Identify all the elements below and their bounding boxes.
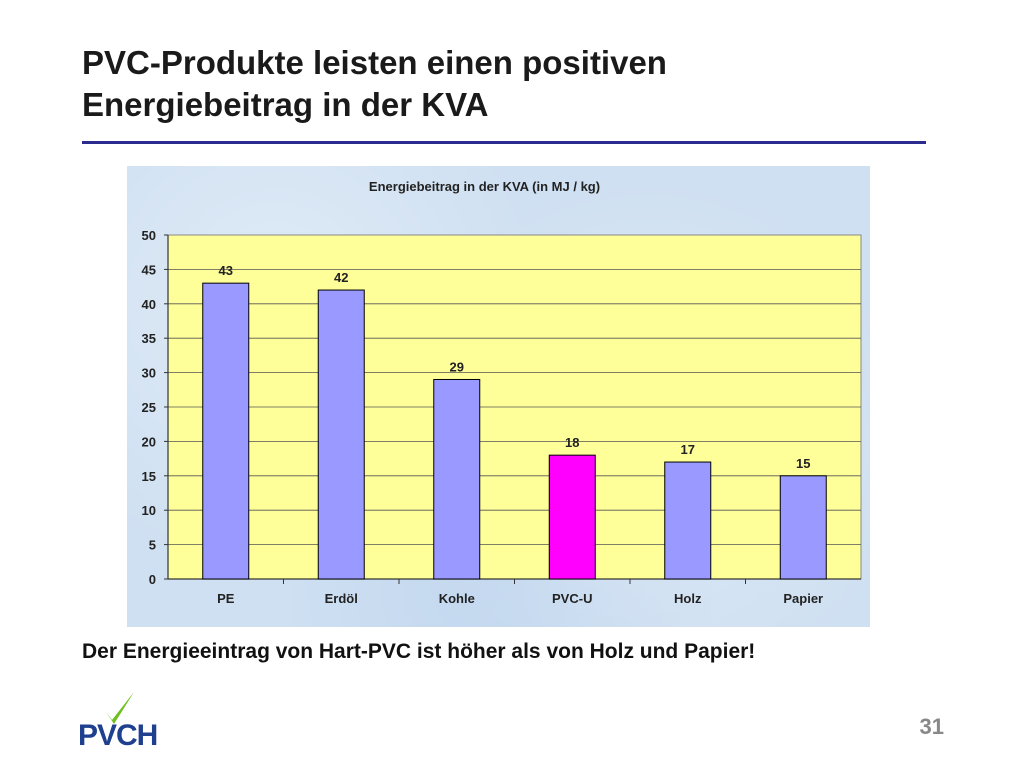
- slide-title: PVC-Produkte leisten einen positiven Ene…: [82, 42, 942, 126]
- y-tick-label: 15: [142, 469, 156, 484]
- bar-1: [317, 289, 365, 580]
- page-number: 31: [919, 714, 944, 739]
- bar-4: [664, 461, 712, 580]
- y-tick-label: 35: [142, 331, 156, 346]
- data-label: 17: [681, 442, 695, 457]
- y-tick-label: 0: [149, 572, 156, 587]
- x-tick-label: Kohle: [439, 591, 475, 606]
- x-tick-label: Papier: [783, 591, 823, 606]
- logo-text: PVCH: [78, 719, 157, 750]
- data-label: 29: [450, 359, 464, 374]
- chart-title: Energiebeitrag in der KVA (in MJ / kg): [369, 179, 600, 194]
- y-tick-label: 30: [142, 366, 156, 381]
- data-label: 43: [219, 263, 233, 278]
- bar-2: [433, 378, 481, 580]
- y-tick-label: 40: [142, 297, 156, 312]
- y-tick-label: 50: [142, 228, 156, 243]
- bar-5: [779, 475, 827, 580]
- bar-3: [548, 454, 596, 580]
- x-tick-label: Erdöl: [325, 591, 358, 606]
- y-tick-label: 10: [142, 503, 156, 518]
- data-label: 15: [796, 456, 810, 471]
- y-tick-label: 25: [142, 400, 156, 415]
- y-tick-label: 45: [142, 262, 156, 277]
- y-tick-label: 20: [142, 434, 156, 449]
- bar-0: [202, 282, 250, 580]
- slide-caption: Der Energieeintrag von Hart-PVC ist höhe…: [82, 640, 756, 663]
- data-label: 18: [565, 435, 579, 450]
- chart-area: Energiebeitrag in der KVA (in MJ / kg) 0 5…: [127, 166, 870, 627]
- y-tick-label: 5: [149, 538, 156, 553]
- x-tick-label: PE: [217, 591, 235, 606]
- x-tick-label: PVC-U: [552, 591, 592, 606]
- x-tick-label: Holz: [674, 591, 702, 606]
- pvch-logo: PVCH: [78, 692, 158, 750]
- title-divider: [82, 141, 926, 144]
- slide-title-line-1: PVC-Produkte leisten einen positiven: [82, 44, 667, 81]
- bar-chart: Energiebeitrag in der KVA (in MJ / kg) 0 5…: [142, 179, 862, 606]
- slide-title-line-2: Energiebeitrag in der KVA: [82, 86, 489, 123]
- data-label: 42: [334, 270, 348, 285]
